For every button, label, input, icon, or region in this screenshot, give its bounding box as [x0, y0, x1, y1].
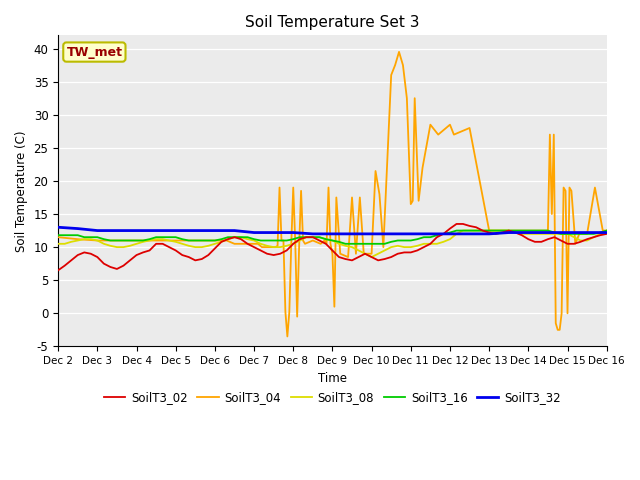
Title: Soil Temperature Set 3: Soil Temperature Set 3: [245, 15, 420, 30]
Legend: SoilT3_02, SoilT3_04, SoilT3_08, SoilT3_16, SoilT3_32: SoilT3_02, SoilT3_04, SoilT3_08, SoilT3_…: [99, 386, 566, 409]
Text: TW_met: TW_met: [67, 46, 122, 59]
Y-axis label: Soil Temperature (C): Soil Temperature (C): [15, 130, 28, 252]
X-axis label: Time: Time: [318, 372, 347, 384]
